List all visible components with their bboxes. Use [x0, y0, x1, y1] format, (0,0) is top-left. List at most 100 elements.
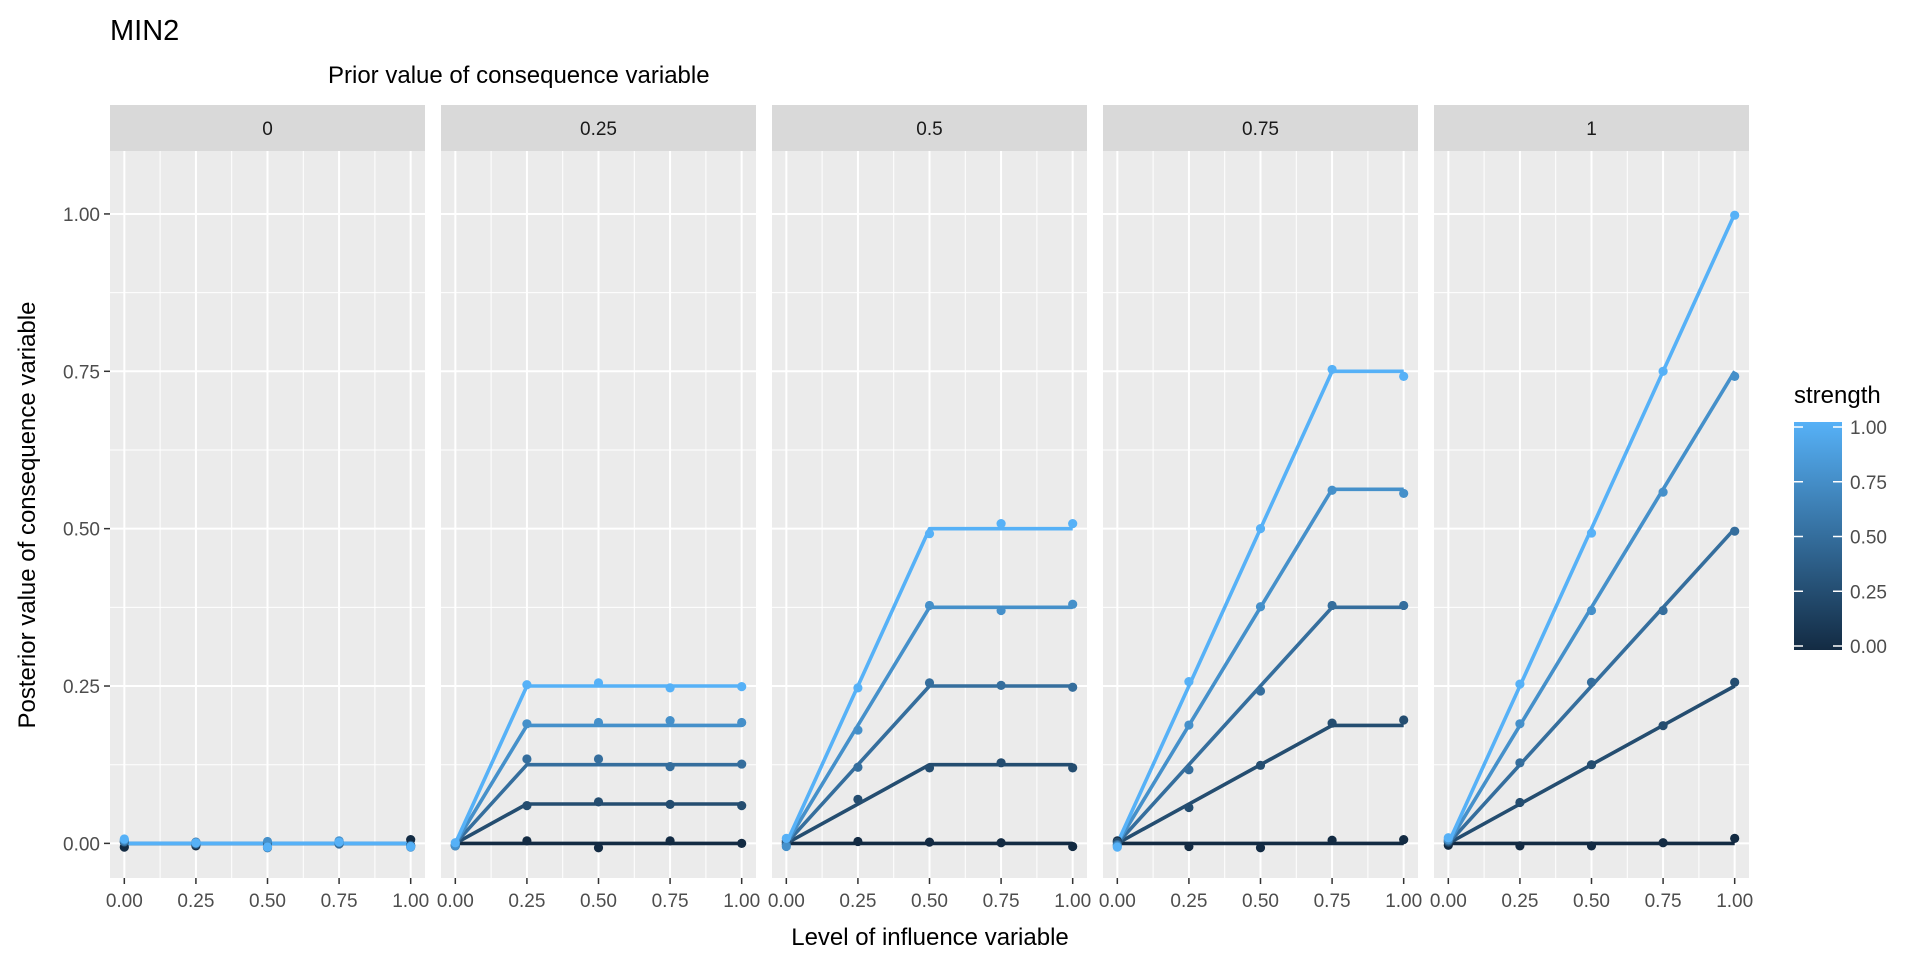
data-point [996, 680, 1006, 690]
facet-strip [1434, 105, 1749, 151]
x-tick-label: 0.75 [983, 891, 1020, 912]
data-point [924, 529, 935, 539]
data-point [1730, 677, 1740, 687]
data-point [924, 678, 935, 688]
facet-strip-label: 0.5 [916, 119, 942, 140]
legend-tick-label: 0.50 [1850, 528, 1887, 549]
legend-tick-label: 0.75 [1850, 473, 1887, 494]
facet-panels: 0 0.00 0.25 0.50 0.75 1.00 0.25 0.00 0.25 0.50 0.7… [106, 105, 1753, 912]
data-point [1658, 838, 1668, 848]
data-point [334, 837, 344, 847]
data-point [1255, 686, 1266, 696]
x-tick-label: 1.00 [1716, 891, 1753, 912]
data-point [996, 758, 1006, 768]
data-point [1730, 526, 1740, 536]
y-tick-label: 1.00 [63, 205, 100, 226]
data-point [1515, 758, 1525, 768]
data-point [1515, 679, 1525, 689]
data-point [1068, 763, 1078, 773]
data-point [1327, 835, 1337, 845]
data-point [1184, 765, 1194, 775]
data-point [1586, 605, 1597, 616]
facet-strip-label: 0 [262, 119, 273, 140]
data-point [1730, 833, 1740, 843]
data-point [737, 682, 747, 692]
x-tick-label: 1.00 [1054, 891, 1091, 912]
data-point [593, 797, 604, 807]
data-point [1586, 841, 1597, 851]
data-point [665, 836, 675, 846]
data-point [593, 717, 604, 728]
data-point [665, 761, 675, 772]
x-tick-label: 0.50 [911, 891, 948, 912]
data-point [1184, 677, 1194, 687]
data-point [593, 843, 604, 853]
data-point [924, 600, 935, 611]
data-point [1068, 519, 1078, 529]
x-tick-label: 1.00 [392, 891, 429, 912]
legend-tick-label: 0.00 [1850, 637, 1887, 658]
x-tick-label: 0.75 [652, 891, 689, 912]
data-point [924, 763, 935, 773]
data-point [1112, 842, 1122, 852]
facet-strip [110, 105, 425, 151]
y-tick-label: 0.75 [63, 362, 100, 383]
data-point [406, 841, 416, 852]
x-tick-label: 0.75 [321, 891, 358, 912]
x-tick-label: 0.50 [249, 891, 286, 912]
data-point [1255, 843, 1266, 853]
x-tick-label: 0.25 [1170, 891, 1207, 912]
data-point [737, 801, 747, 811]
data-point [665, 799, 675, 809]
y-axis: 0.00 0.25 0.50 0.75 1.00 [63, 205, 110, 855]
data-point [1068, 682, 1078, 692]
x-tick-label: 0.25 [1501, 891, 1538, 912]
data-point [1515, 797, 1525, 808]
data-point [1515, 719, 1525, 729]
data-point [522, 754, 532, 764]
data-point [924, 837, 935, 847]
data-point [1255, 760, 1266, 770]
data-point [119, 834, 129, 844]
data-point [522, 680, 532, 690]
data-point [1586, 677, 1597, 687]
x-tick-label: 1.00 [1385, 891, 1422, 912]
x-axis-title: Level of influence variable [791, 924, 1069, 951]
data-point [1068, 599, 1078, 609]
y-axis-title: Posterior value of consequence variable [14, 302, 41, 729]
x-tick-label: 0.50 [580, 891, 617, 912]
x-tick-label: 1.00 [723, 891, 760, 912]
facet-strip-label: 0.25 [580, 119, 617, 140]
data-point [1586, 760, 1597, 770]
data-point [1184, 841, 1194, 852]
data-point [1658, 721, 1668, 731]
data-point [1399, 835, 1409, 845]
x-tick-label: 0.75 [1645, 891, 1682, 912]
data-point [1184, 720, 1194, 730]
data-point [737, 759, 747, 769]
data-point [996, 605, 1006, 616]
data-point [262, 842, 273, 852]
y-tick-label: 0.00 [63, 834, 100, 855]
data-point [1658, 366, 1668, 376]
legend-tick-label: 1.00 [1850, 418, 1887, 439]
data-point [1327, 364, 1337, 375]
data-point [853, 725, 863, 735]
x-tick-label: 0.00 [768, 891, 805, 912]
data-point [1658, 487, 1668, 497]
legend: strength 0.00 0.25 0.50 0.75 1.00 [1794, 382, 1887, 658]
data-point [1586, 528, 1597, 538]
data-point [665, 716, 675, 726]
facet-panel: 1 0.00 0.25 0.50 0.75 1.00 [1430, 105, 1753, 912]
data-point [1443, 833, 1453, 843]
data-point [781, 833, 791, 843]
facet-panel: 0.75 0.00 0.25 0.50 0.75 1.00 [1099, 105, 1422, 912]
data-point [996, 519, 1006, 529]
data-point [1068, 841, 1078, 852]
data-point [1658, 605, 1668, 616]
facet-panel: 0.5 0.00 0.25 0.50 0.75 1.00 [768, 105, 1091, 912]
data-point [853, 836, 863, 847]
x-tick-label: 0.50 [1573, 891, 1610, 912]
x-tick-label: 0.00 [1099, 891, 1136, 912]
